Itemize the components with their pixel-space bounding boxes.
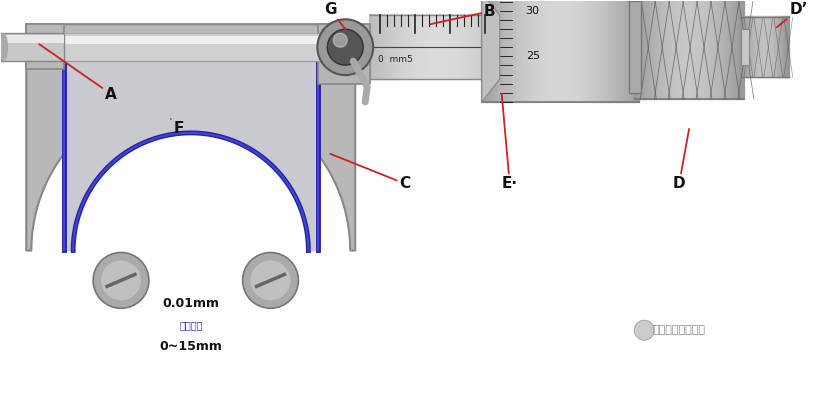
Polygon shape xyxy=(26,24,355,250)
Text: G: G xyxy=(324,2,345,29)
Text: F: F xyxy=(171,119,184,137)
FancyBboxPatch shape xyxy=(64,36,370,44)
Circle shape xyxy=(333,33,347,47)
Polygon shape xyxy=(64,44,318,250)
FancyBboxPatch shape xyxy=(318,24,370,84)
Text: B: B xyxy=(430,4,496,24)
Text: D’: D’ xyxy=(777,2,808,27)
Text: 0.01mm: 0.01mm xyxy=(162,297,219,310)
Text: C: C xyxy=(330,154,411,191)
Polygon shape xyxy=(64,44,318,250)
Circle shape xyxy=(243,252,298,308)
Text: 30: 30 xyxy=(526,6,539,16)
FancyBboxPatch shape xyxy=(26,24,64,69)
Text: 电工技术知识学习: 电工技术知识学习 xyxy=(653,325,706,335)
Text: 0~15mm: 0~15mm xyxy=(160,339,223,353)
FancyBboxPatch shape xyxy=(741,29,749,65)
FancyBboxPatch shape xyxy=(2,35,64,43)
FancyBboxPatch shape xyxy=(2,33,64,61)
Polygon shape xyxy=(482,0,500,102)
Text: A: A xyxy=(39,44,117,101)
Circle shape xyxy=(634,320,654,340)
Text: 25: 25 xyxy=(526,51,540,61)
Circle shape xyxy=(250,260,291,300)
Ellipse shape xyxy=(0,34,8,60)
Text: 精度等级: 精度等级 xyxy=(179,320,202,330)
Circle shape xyxy=(93,252,149,308)
Text: 0  mm5: 0 mm5 xyxy=(378,55,413,64)
Text: E·: E· xyxy=(501,94,517,191)
Text: D: D xyxy=(673,129,689,191)
FancyBboxPatch shape xyxy=(629,1,641,93)
Circle shape xyxy=(101,260,141,300)
FancyBboxPatch shape xyxy=(64,33,370,61)
Circle shape xyxy=(318,19,373,75)
Circle shape xyxy=(328,29,363,65)
